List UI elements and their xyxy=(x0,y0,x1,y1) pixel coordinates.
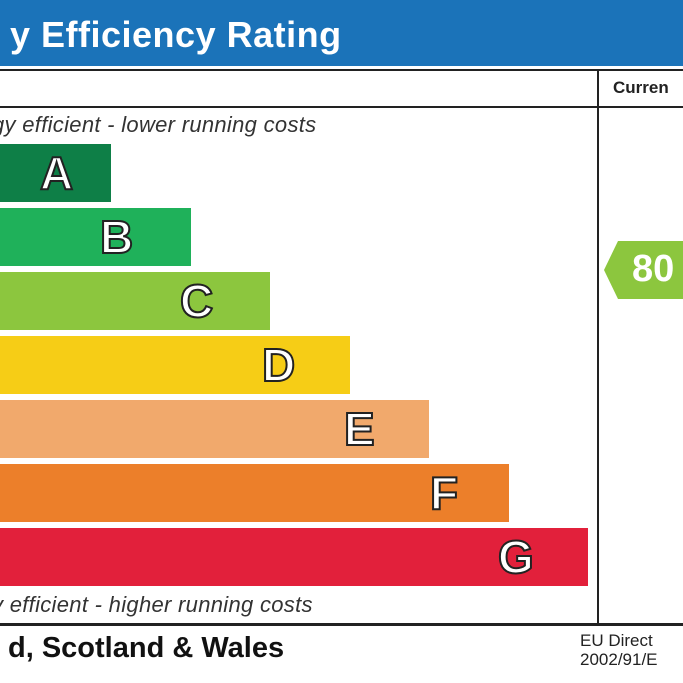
caption-inefficient: y efficient - higher running costs xyxy=(0,592,313,617)
band-c: C xyxy=(0,272,270,330)
band-d: D xyxy=(0,336,350,394)
band-letter: A xyxy=(39,146,74,200)
current-column-header: Curren xyxy=(613,78,669,97)
column-divider xyxy=(597,69,599,625)
band-e: E xyxy=(0,400,429,458)
band-a: A xyxy=(0,144,111,202)
table-border-top xyxy=(0,69,683,71)
band-letter: D xyxy=(261,338,296,392)
band-letter: E xyxy=(343,402,376,456)
band-letter: F xyxy=(429,466,459,520)
directive-line-2: 2002/91/E xyxy=(580,650,658,669)
table-border-header xyxy=(0,106,683,108)
band-letter: B xyxy=(99,210,134,264)
footer-directive: EU Direct 2002/91/E xyxy=(580,631,658,669)
footer-region: d, Scotland & Wales xyxy=(8,632,285,664)
page-title: y Efficiency Rating xyxy=(10,14,342,55)
band-letter: C xyxy=(179,274,214,328)
caption-efficient: gy efficient - lower running costs xyxy=(0,112,317,137)
band-b: B xyxy=(0,208,191,266)
current-rating-value: 80 xyxy=(632,248,675,290)
band-letter: G xyxy=(497,530,535,584)
band-g: G xyxy=(0,528,588,586)
current-rating-arrow xyxy=(604,241,683,299)
directive-line-1: EU Direct xyxy=(580,631,653,650)
band-f: F xyxy=(0,464,509,522)
header-bar: y Efficiency Rating xyxy=(0,0,683,66)
table-border-bottom xyxy=(0,623,683,626)
